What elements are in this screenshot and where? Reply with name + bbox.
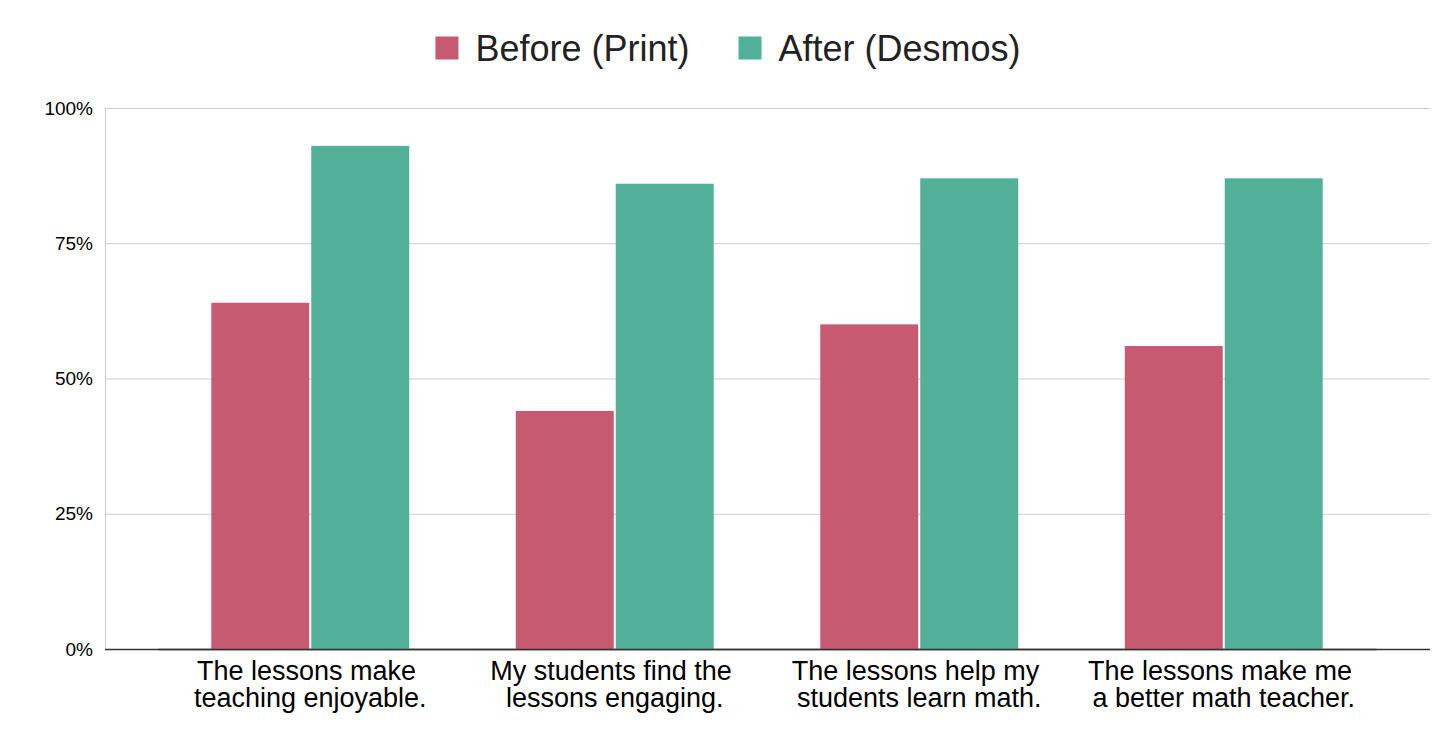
legend-item: Before (Print) bbox=[435, 28, 689, 69]
legend-label: After (Desmos) bbox=[779, 28, 1021, 69]
y-tick: 100% bbox=[44, 98, 1430, 119]
y-tick-label: 0% bbox=[66, 639, 94, 660]
legend-label: Before (Print) bbox=[475, 28, 689, 69]
grid-line bbox=[105, 108, 1430, 109]
x-tick-label: The lessons help my students learn math. bbox=[792, 656, 1047, 713]
bar bbox=[616, 184, 714, 649]
legend-swatch bbox=[435, 37, 458, 60]
y-tick-label: 25% bbox=[55, 503, 93, 524]
x-tick-label: The lessons make me a better math teache… bbox=[1088, 656, 1360, 713]
legend-item: After (Desmos) bbox=[739, 28, 1021, 69]
x-tick: The lessons make teaching enjoyable. bbox=[194, 649, 427, 713]
grid-line bbox=[105, 649, 1430, 651]
y-tick: 75% bbox=[55, 233, 1430, 254]
bar bbox=[211, 303, 309, 649]
legend-swatch bbox=[739, 37, 762, 60]
y-axis: 0% 25% 50% 75% 100% bbox=[44, 98, 1430, 660]
y-tick-label: 50% bbox=[55, 368, 93, 389]
bar bbox=[311, 146, 409, 649]
chart: 0% 25% 50% 75% 100% The lessons make teaching… bbox=[0, 0, 1456, 748]
x-tick: The lessons make me a better math teache… bbox=[1088, 649, 1360, 713]
bar bbox=[516, 411, 614, 649]
bar bbox=[820, 324, 918, 649]
x-tick-label: The lessons make teaching enjoyable. bbox=[194, 656, 427, 713]
x-axis: The lessons make teaching enjoyable. My s… bbox=[159, 649, 1377, 713]
y-tick-label: 75% bbox=[55, 233, 93, 254]
bar bbox=[1225, 178, 1323, 649]
legend: Before (Print) After (Desmos) bbox=[435, 28, 1020, 69]
bar bbox=[1125, 346, 1223, 649]
x-tick: The lessons help my students learn math. bbox=[792, 649, 1047, 713]
x-axis-line bbox=[159, 649, 1377, 651]
x-tick: My students find the lessons engaging. bbox=[490, 649, 739, 713]
x-tick-label: My students find the lessons engaging. bbox=[490, 656, 739, 713]
bar bbox=[920, 178, 1018, 649]
bars bbox=[211, 146, 1322, 649]
y-tick-label: 100% bbox=[44, 98, 93, 119]
